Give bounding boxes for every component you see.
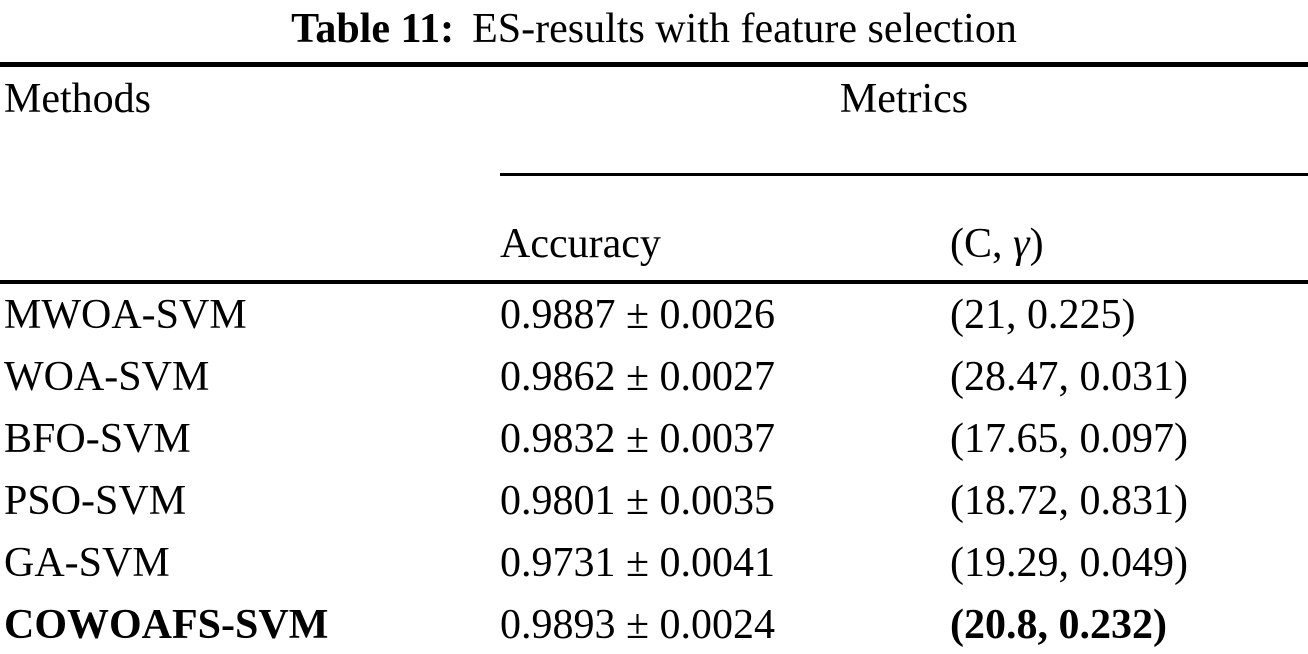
method-cell: GA-SVM [4, 540, 170, 586]
table-row-highlighted: COWOAFS-SVM 0.9893 ± 0.0024 (20.8, 0.232… [0, 594, 1308, 654]
c-gamma-suffix: ) [1029, 221, 1044, 267]
c-gamma-cell: (20.8, 0.232) [950, 602, 1167, 648]
table-row: BFO-SVM 0.9832 ± 0.0037 (17.65, 0.097) [0, 408, 1308, 470]
table-header: Methods Metrics Accuracy (C, γ) [0, 64, 1308, 283]
results-table: Methods Metrics Accuracy (C, γ) MWOA-SVM… [0, 62, 1308, 654]
method-cell: PSO-SVM [4, 478, 187, 524]
table-row: GA-SVM 0.9731 ± 0.0041 (19.29, 0.049) [0, 532, 1308, 594]
accuracy-cell: 0.9893 ± 0.0024 [500, 602, 776, 648]
method-cell: COWOAFS-SVM [4, 602, 329, 648]
accuracy-cell: 0.9731 ± 0.0041 [500, 540, 776, 586]
accuracy-cell: 0.9862 ± 0.0027 [500, 354, 776, 400]
table-caption-text: ES-results with feature selection [472, 6, 1017, 52]
method-cell: MWOA-SVM [4, 292, 247, 338]
c-gamma-cell: (18.72, 0.831) [950, 478, 1188, 524]
col-header-c-gamma: (C, γ) [950, 175, 1308, 283]
table-row: MWOA-SVM 0.9887 ± 0.0026 (21, 0.225) [0, 282, 1308, 346]
header-row-groups: Methods Metrics [0, 64, 1308, 176]
method-cell: WOA-SVM [4, 354, 210, 400]
c-gamma-prefix: (C, [950, 221, 1013, 267]
table-caption: Table 11: ES-results with feature selecti… [0, 0, 1308, 62]
c-gamma-cell: (19.29, 0.049) [950, 540, 1188, 586]
accuracy-cell: 0.9832 ± 0.0037 [500, 416, 776, 462]
table-row: WOA-SVM 0.9862 ± 0.0027 (28.47, 0.031) [0, 346, 1308, 408]
table-row: PSO-SVM 0.9801 ± 0.0035 (18.72, 0.831) [0, 470, 1308, 532]
table-body: MWOA-SVM 0.9887 ± 0.0026 (21, 0.225) WOA… [0, 282, 1308, 654]
c-gamma-cell: (28.47, 0.031) [950, 354, 1188, 400]
accuracy-cell: 0.9887 ± 0.0026 [500, 292, 776, 338]
col-header-metrics: Metrics [500, 64, 1308, 176]
gamma-symbol: γ [1013, 221, 1030, 267]
header-row-subcolumns: Accuracy (C, γ) [0, 175, 1308, 283]
col-header-accuracy: Accuracy [500, 221, 661, 267]
accuracy-cell: 0.9801 ± 0.0035 [500, 478, 776, 524]
table-caption-label: Table 11: [291, 6, 455, 52]
method-cell: BFO-SVM [4, 416, 191, 462]
col-header-methods: Methods [4, 76, 151, 122]
c-gamma-cell: (21, 0.225) [950, 292, 1136, 338]
c-gamma-cell: (17.65, 0.097) [950, 416, 1188, 462]
